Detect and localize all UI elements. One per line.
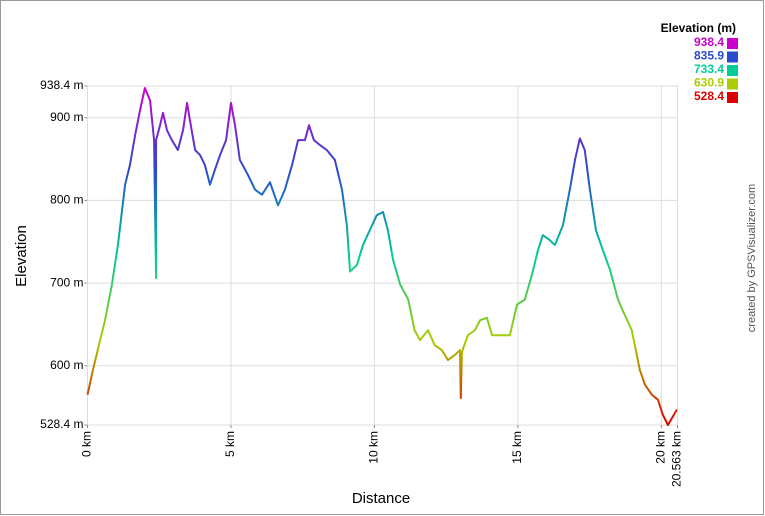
x-tick-label: 0 km [80,431,94,457]
legend-value: 835.9 [694,49,724,63]
y-tick-label: 938.4 m [40,78,83,92]
legend-value: 733.4 [694,62,724,76]
legend-swatch [727,38,738,49]
legend-swatch [727,92,738,103]
legend-swatch [727,65,738,76]
x-tick-label: 20.563 km [670,431,684,487]
x-tick-label: 10 km [367,431,381,464]
x-tick-label: 20 km [654,431,668,464]
elevation-line [86,86,678,426]
y-tick-label: 800 m [50,193,83,207]
legend-swatch [727,51,738,63]
legend-value: 630.9 [694,76,724,90]
y-tick-label: 600 m [50,358,83,372]
y-tick-label: 528.4 m [40,417,83,431]
legend-value: 528.4 [694,89,724,103]
legend-title: Elevation (m) [661,21,736,35]
legend-swatch [727,78,738,90]
x-tick-label: 5 km [223,431,237,457]
y-tick-label: 700 m [50,275,83,289]
credit: created by GPSVisualizer.com [746,184,758,332]
x-axis-label: Distance [352,490,410,507]
y-axis-label: Elevation [13,225,30,287]
x-tick-label: 15 km [510,431,524,464]
legend-value: 938.4 [694,35,724,49]
y-tick-label: 900 m [50,110,83,124]
plot-area [87,85,678,426]
